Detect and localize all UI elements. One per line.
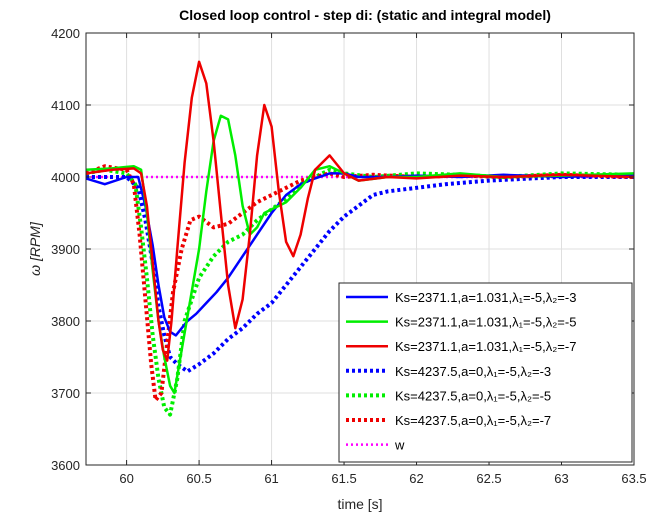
y-tick-label: 3800	[51, 314, 80, 329]
series-layer	[86, 60, 634, 417]
x-axis-ticks: 60 60.5 61 61.5 62 62.5 63 63.5	[119, 33, 647, 486]
y-tick-label: 3600	[51, 458, 80, 473]
legend-label-s2: Ks=2371.1,a=1.031,λ₁=-5,λ₂=-5	[395, 315, 576, 330]
legend-label-s5: Ks=4237.5,a=0,λ₁=-5,λ₂=-5	[395, 388, 551, 403]
legend-label-s7: w	[394, 438, 405, 453]
x-tick-label: 60	[119, 471, 133, 486]
x-tick-label: 61	[264, 471, 278, 486]
x-axis-label: time [s]	[337, 496, 382, 512]
x-tick-label: 62.5	[476, 471, 501, 486]
plot-area	[86, 60, 634, 417]
series-line-s3	[86, 60, 634, 362]
legend-label-s4: Ks=4237.5,a=0,λ₁=-5,λ₂=-3	[395, 364, 551, 379]
x-tick-label: 63	[554, 471, 568, 486]
chart-title: Closed loop control - step di: (static a…	[179, 7, 551, 23]
x-tick-label: 60.5	[186, 471, 211, 486]
series-line-s6	[86, 164, 634, 403]
x-tick-label: 62	[409, 471, 423, 486]
x-tick-label: 61.5	[331, 471, 356, 486]
legend-label-s6: Ks=4237.5,a=0,λ₁=-5,λ₂=-7	[395, 413, 551, 428]
legend-items: Ks=2371.1,a=1.031,λ₁=-5,λ₂=-3 Ks=2371.1,a…	[346, 290, 576, 453]
y-tick-label: 3700	[51, 386, 80, 401]
legend-box	[338, 282, 633, 463]
legend-label-s3: Ks=2371.1,a=1.031,λ₁=-5,λ₂=-7	[395, 339, 576, 354]
y-axis-ticks: 3600 3700 3800 3900 4000 4100 4200	[51, 26, 634, 473]
y-tick-label: 3900	[51, 242, 80, 257]
legend-label-s1: Ks=2371.1,a=1.031,λ₁=-5,λ₂=-3	[395, 290, 576, 305]
y-tick-label: 4000	[51, 170, 80, 185]
y-tick-label: 4200	[51, 26, 80, 41]
x-tick-label: 63.5	[621, 471, 646, 486]
legend: Ks=2371.1,a=1.031,λ₁=-5,λ₂=-3 Ks=2371.1,a…	[338, 282, 633, 463]
y-axis-label: ω [RPM]	[27, 221, 43, 276]
y-tick-label: 4100	[51, 98, 80, 113]
